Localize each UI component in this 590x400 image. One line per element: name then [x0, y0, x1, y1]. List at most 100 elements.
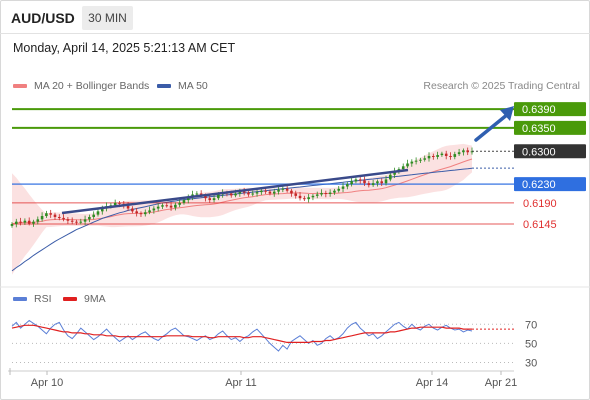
bollinger-swatch-icon: [13, 84, 27, 88]
rsi-tick-30: 30: [525, 357, 537, 369]
rsi-tick-70: 70: [525, 319, 537, 331]
legend-ma50-label: MA 50: [178, 80, 208, 92]
x-tick-label: Apr 11: [225, 377, 257, 389]
candle: [152, 208, 156, 211]
candle: [143, 212, 147, 215]
candle: [208, 198, 212, 201]
forecast-arrow-icon: [474, 112, 510, 142]
x-tick-label: Apr 21: [485, 377, 517, 389]
timeframe-badge[interactable]: 30 MIN: [82, 6, 133, 30]
header-divider: [0, 33, 590, 34]
forecast-arrowhead-icon: [500, 106, 514, 121]
candle: [247, 192, 250, 195]
candle: [315, 194, 319, 196]
candle: [440, 153, 444, 156]
candle: [384, 179, 388, 184]
candle: [376, 181, 379, 184]
candle: [457, 152, 461, 155]
x-tick-label: Apr 14: [416, 377, 448, 389]
candle: [264, 190, 267, 192]
candle: [135, 211, 138, 214]
candle: [303, 198, 306, 200]
legend-bollinger: MA 20 + Bollinger Bands: [13, 80, 149, 92]
candle: [371, 183, 375, 186]
candle: [45, 213, 48, 217]
candle: [251, 193, 255, 195]
rsi-ma9-line: [11, 324, 472, 343]
level-label-0.6350: 0.6350: [522, 123, 556, 135]
candle: [10, 224, 14, 226]
candle: [169, 205, 173, 208]
trend-line: [61, 168, 409, 215]
candle: [161, 205, 164, 207]
candle: [328, 192, 332, 194]
candle: [96, 211, 100, 215]
candle: [32, 221, 35, 224]
candle: [156, 206, 160, 209]
candle: [131, 208, 134, 212]
candle: [358, 179, 362, 181]
candle: [389, 174, 392, 180]
candle: [195, 193, 199, 195]
candle: [281, 188, 285, 190]
candle: [139, 213, 143, 215]
candle: [62, 217, 65, 220]
candle: [100, 208, 104, 212]
candle: [178, 202, 181, 205]
candle: [419, 159, 422, 161]
candle: [324, 193, 328, 195]
rsi-line: [11, 319, 473, 352]
candle: [285, 188, 289, 191]
candle: [453, 154, 457, 157]
candle: [272, 191, 276, 194]
candle: [311, 195, 315, 198]
candle: [113, 202, 117, 206]
candle: [354, 179, 358, 182]
candle: [92, 214, 95, 217]
candle: [118, 202, 121, 204]
candle: [346, 184, 349, 187]
rsi-swatch-icon: [13, 297, 27, 301]
candle: [380, 181, 384, 184]
level-label-0.6390: 0.6390: [522, 104, 556, 116]
candle: [260, 190, 263, 193]
candle: [40, 216, 44, 220]
candle: [268, 191, 272, 194]
candle: [70, 220, 74, 222]
candle: [298, 195, 302, 199]
credit: Research © 2025 Trading Central: [423, 80, 580, 92]
candle: [341, 186, 345, 189]
ma50-swatch-icon: [157, 84, 171, 88]
level-label-0.6145: 0.6145: [523, 219, 557, 231]
ma9-swatch-icon: [63, 297, 77, 301]
rsi-tick-50: 50: [525, 338, 537, 350]
candle: [350, 181, 353, 185]
candle: [255, 192, 259, 194]
candle: [88, 216, 91, 220]
candle: [432, 155, 435, 157]
candle: [174, 204, 177, 208]
candle: [320, 193, 323, 195]
candle: [79, 221, 83, 223]
timestamp: Monday, April 14, 2025 5:21:13 AM CET: [13, 41, 236, 55]
candle: [410, 161, 414, 164]
candle: [444, 153, 448, 156]
candle: [182, 200, 186, 203]
candle: [449, 155, 452, 157]
current-price-tag: [514, 144, 586, 159]
candle: [277, 189, 280, 192]
candle: [333, 190, 336, 193]
candle: [36, 219, 40, 222]
candle: [436, 155, 439, 157]
candle: [27, 220, 31, 224]
candle: [401, 166, 405, 170]
candle: [234, 193, 237, 196]
candle: [14, 221, 18, 225]
candle: [148, 210, 151, 213]
candle: [75, 221, 78, 223]
candle: [66, 219, 70, 221]
candle: [19, 221, 22, 223]
candle: [307, 197, 310, 200]
legend-ma50: MA 50: [157, 80, 208, 92]
candle: [462, 150, 465, 153]
